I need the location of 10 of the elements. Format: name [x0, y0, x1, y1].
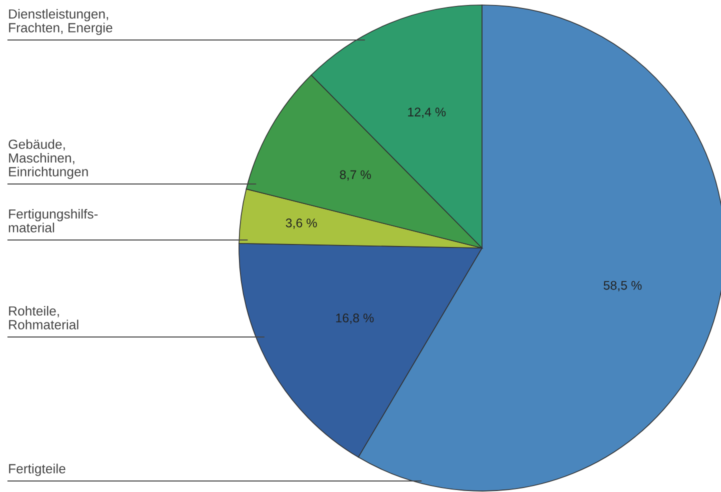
slice-label: Gebäude, Maschinen, Einrichtungen — [8, 139, 88, 179]
data-label: 16,8 % — [336, 314, 374, 324]
slice-label: Rohteile, Rohmaterial — [9, 306, 78, 330]
slice-label: Fertigteile — [9, 464, 66, 476]
slice-label: Fertigungshilfs- material — [8, 208, 98, 232]
data-label: 58,5 % — [604, 280, 642, 292]
data-label: 3,6 % — [286, 218, 317, 229]
slice-label: Dienstleistungen, Frachten, Energie — [9, 8, 112, 35]
data-label: 8,7 % — [340, 170, 371, 181]
data-label: 12,4 % — [408, 108, 446, 118]
